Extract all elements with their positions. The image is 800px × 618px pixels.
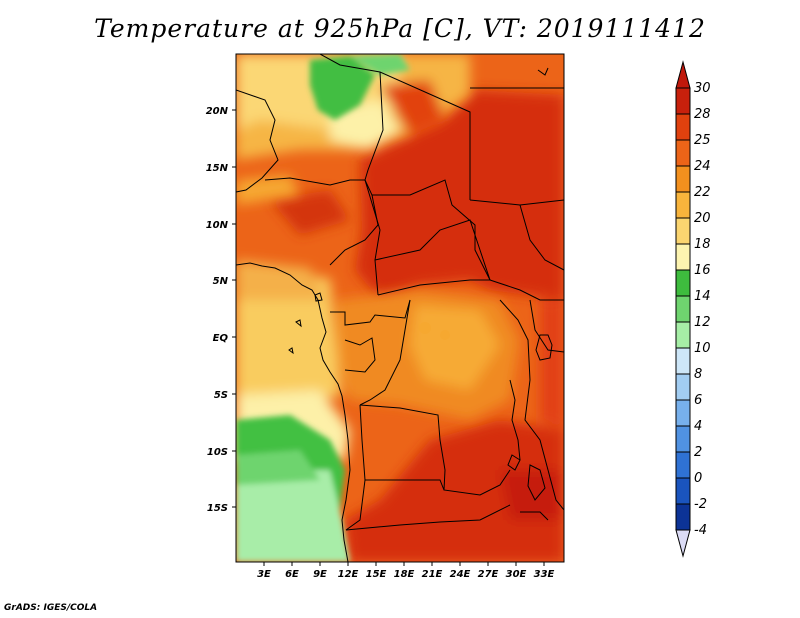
map-frame xyxy=(235,53,565,563)
x-tick-label: 33E xyxy=(534,569,555,580)
y-tick-label: 20N xyxy=(206,106,229,117)
colorbar-swatch xyxy=(675,477,691,505)
temperature-field xyxy=(236,54,564,562)
colorbar-swatch xyxy=(675,217,691,245)
colorbar-label: 8 xyxy=(694,367,702,382)
y-tick-label: 15N xyxy=(206,163,229,174)
colorbar-swatch xyxy=(675,191,691,219)
colorbar-swatch xyxy=(675,373,691,401)
colorbar-label: 20 xyxy=(694,211,711,226)
colorbar-label: 4 xyxy=(694,419,702,434)
axis-tick-marks xyxy=(232,109,545,566)
colorbar-label: 22 xyxy=(694,185,711,200)
colorbar-label: 12 xyxy=(694,315,711,330)
colorbar-swatch xyxy=(675,451,691,479)
colorbar-swatch xyxy=(675,321,691,349)
x-tick-label: 3E xyxy=(257,569,271,580)
x-tick-label: 6E xyxy=(285,569,299,580)
country-borders xyxy=(236,54,564,562)
colorbar-swatch xyxy=(675,347,691,375)
colorbar-label: 25 xyxy=(694,133,711,148)
colorbar-label: 18 xyxy=(694,237,711,252)
y-tick-label: 5N xyxy=(213,276,229,287)
y-tick-label: 10N xyxy=(206,220,229,231)
colorbar-label: 16 xyxy=(694,263,711,278)
x-tick-label: 30E xyxy=(506,569,527,580)
y-tick-label: 15S xyxy=(207,503,228,514)
colorbar-swatch xyxy=(675,295,691,323)
chart-title: Temperature at 925hPa [C], VT: 201911141… xyxy=(94,14,706,43)
colorbar-label: 28 xyxy=(694,107,711,122)
x-tick-label: 12E xyxy=(338,569,359,580)
footer-credit: GrADS: IGES/COLA xyxy=(4,603,98,613)
colorbar-swatch xyxy=(675,399,691,427)
colorbar-label: -4 xyxy=(694,523,707,538)
colorbar-labels: 30 28 25 24 22 20 18 16 14 12 10 8 6 4 2… xyxy=(694,81,711,538)
colorbar-bottom-arrow xyxy=(675,529,691,558)
colorbar-swatch xyxy=(675,243,691,271)
colorbar-label: 0 xyxy=(694,471,702,486)
colorbar-swatch xyxy=(675,425,691,453)
colorbar-swatches xyxy=(675,87,691,531)
colorbar-swatch xyxy=(675,113,691,141)
x-tick-label: 21E xyxy=(422,569,443,580)
x-axis-labels: 3E 6E 9E 12E 15E 18E 21E 24E 27E 30E 33E xyxy=(257,569,554,580)
colorbar-label: -2 xyxy=(694,497,707,512)
colorbar-swatch xyxy=(675,503,691,531)
colorbar-swatch xyxy=(675,139,691,167)
y-tick-label: 10S xyxy=(207,447,228,458)
colorbar-top-arrow xyxy=(675,60,691,89)
y-axis-labels: 20N 15N 10N 5N EQ 5S 10S 15S xyxy=(206,106,229,514)
colorbar-label: 30 xyxy=(694,81,711,96)
colorbar-swatch xyxy=(675,165,691,193)
colorbar-swatch xyxy=(675,269,691,297)
colorbar-swatch xyxy=(675,87,691,115)
y-tick-label: EQ xyxy=(213,333,229,344)
x-tick-label: 24E xyxy=(450,569,471,580)
x-tick-label: 9E xyxy=(313,569,327,580)
colorbar-label: 14 xyxy=(694,289,711,304)
x-tick-label: 15E xyxy=(366,569,387,580)
y-tick-label: 5S xyxy=(214,390,228,401)
colorbar-label: 6 xyxy=(694,393,702,408)
colorbar-label: 10 xyxy=(694,341,711,356)
colorbar-label: 2 xyxy=(694,445,702,460)
x-tick-label: 27E xyxy=(478,569,499,580)
x-tick-label: 18E xyxy=(394,569,415,580)
colorbar-label: 24 xyxy=(694,159,711,174)
colorbar: 30 28 25 24 22 20 18 16 14 12 10 8 6 4 2… xyxy=(675,60,711,558)
